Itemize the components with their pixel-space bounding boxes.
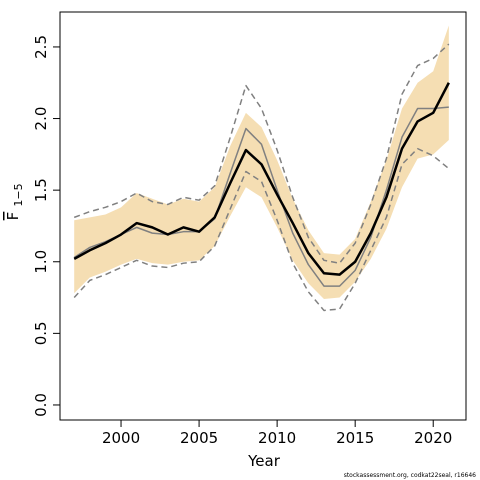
y-tick-label: 2.0 bbox=[32, 107, 50, 131]
x-tick-label: 2020 bbox=[414, 429, 452, 447]
x-tick-label: 2010 bbox=[258, 429, 296, 447]
y-tick-label: 0.5 bbox=[32, 321, 50, 345]
confidence-band bbox=[74, 25, 449, 299]
series-line bbox=[73, 147, 450, 312]
y-axis-label-main: F bbox=[4, 212, 22, 221]
x-axis-label: Year bbox=[247, 452, 281, 470]
x-tick-label: 2015 bbox=[336, 429, 374, 447]
series-line bbox=[73, 106, 449, 287]
y-axis-label-sub: 1−5 bbox=[12, 183, 25, 206]
x-tick-label: 2005 bbox=[180, 429, 218, 447]
series-line bbox=[73, 82, 450, 276]
footer: stockassessment.org, codkat22seal, r1664… bbox=[344, 472, 476, 479]
y-tick-label: 0.0 bbox=[32, 393, 50, 417]
y-tick-label: 2.5 bbox=[32, 35, 50, 59]
y-tick-label: 1.0 bbox=[32, 250, 50, 274]
y-tick-label: 1.5 bbox=[32, 178, 50, 202]
x-tick-label: 2000 bbox=[102, 429, 140, 447]
plot-frame bbox=[59, 11, 467, 421]
series-line bbox=[73, 43, 450, 264]
y-axis-label: F 1−5 bbox=[4, 183, 25, 220]
